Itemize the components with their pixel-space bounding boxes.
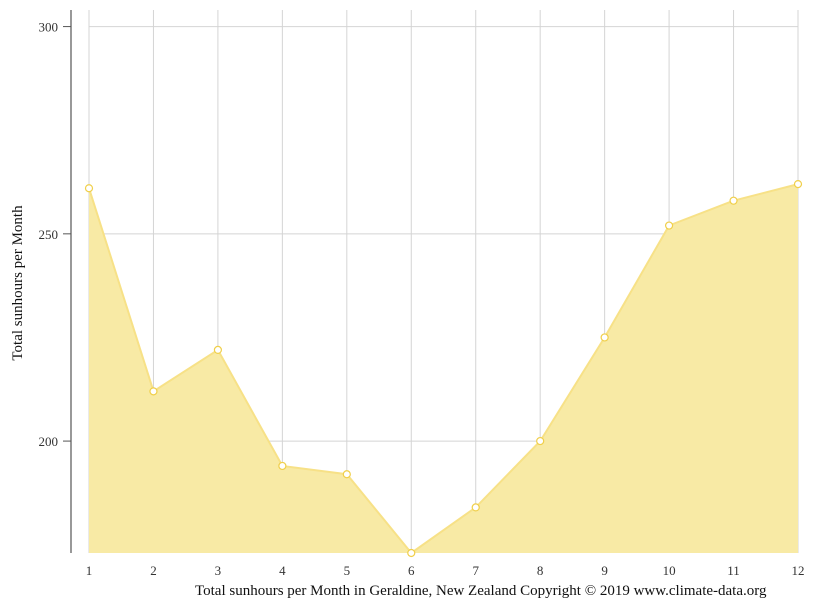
data-points [84, 179, 803, 558]
x-tick-label: 2 [150, 563, 157, 578]
data-point [278, 461, 287, 471]
x-tick-label: 7 [472, 563, 479, 578]
data-point [536, 436, 545, 446]
data-point [600, 333, 609, 342]
x-tick-label: 5 [344, 563, 351, 578]
data-point [729, 196, 738, 205]
x-tick-label: 8 [537, 563, 544, 578]
data-point [342, 470, 351, 479]
x-tick-label: 12 [792, 563, 805, 578]
data-point [471, 503, 480, 512]
chart-caption: Total sunhours per Month in Geraldine, N… [195, 583, 767, 599]
series-line [88, 183, 799, 555]
x-tick-label: 4 [279, 563, 286, 578]
data-point [664, 221, 674, 230]
area-layer [88, 183, 799, 555]
y-tick-label: 250 [39, 227, 59, 242]
area-fill [89, 184, 798, 553]
data-point [149, 387, 158, 396]
data-point [84, 184, 94, 193]
x-tick-label: 11 [727, 563, 740, 578]
x-tick-label: 9 [601, 563, 608, 578]
data-point [213, 345, 223, 354]
x-tick-label: 10 [663, 563, 676, 578]
data-point [407, 548, 416, 558]
x-tick-label: 6 [408, 563, 415, 578]
y-axis-title: Total sunhours per Month [10, 205, 26, 361]
y-tick-label: 300 [39, 20, 59, 35]
y-tick-label: 200 [39, 434, 59, 449]
x-tick-label: 3 [215, 563, 222, 578]
x-tick-label: 1 [86, 563, 93, 578]
data-point [793, 179, 803, 189]
